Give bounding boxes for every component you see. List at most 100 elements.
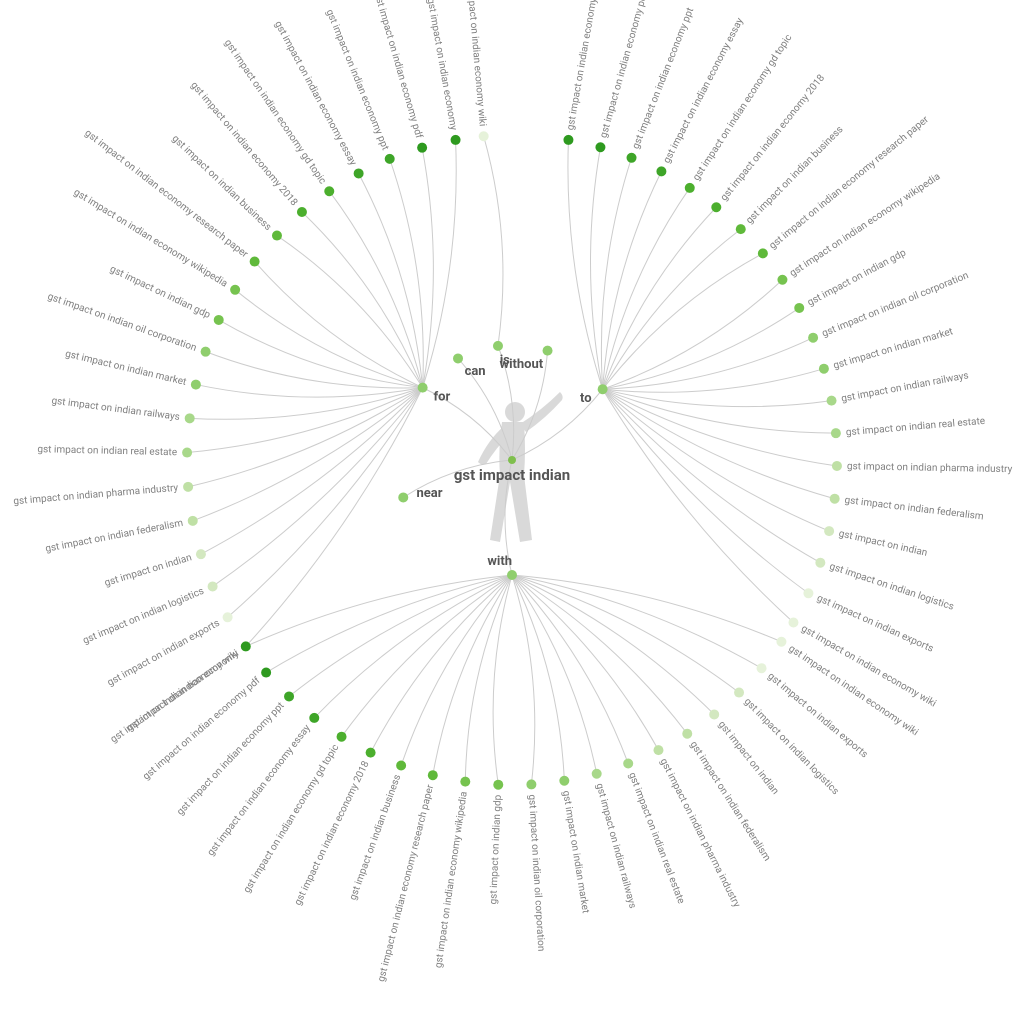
leaf-label-to: gst impact on indian economy 2018 [719,72,828,203]
leaf-label-group-for: gst impact on indian economy wikipedia [72,187,230,290]
link-for-leaf [213,388,423,587]
leaf-node-to [808,333,818,343]
leaf-label-with: gst impact on indian economy essay [206,723,314,859]
link-to-leaf [603,389,830,531]
leaf-label-group-to: gst impact on indian railways [840,370,969,404]
leaf-label-for: gst impact on indian economy 2018 [188,80,299,209]
leaf-node-is [479,131,489,141]
leaf-node-to [711,202,721,212]
leaf-label-group-with: gst impact on indian railways [594,782,638,910]
leaf-label-with: gst impact on indian market [560,790,591,914]
center-label: gst impact indian [454,466,570,484]
leaf-node-for [417,143,427,153]
leaf-label-group-to: gst impact on indian economy 2018 [719,72,828,203]
link-with-leaf [512,575,762,668]
link-for-leaf [423,140,457,388]
leaf-node-to [595,142,605,152]
leaf-node-with [653,745,663,755]
leaf-node-for [451,135,461,145]
leaf-label-to: gst impact on indian federalism [844,494,985,523]
leaf-label-to: gst impact on indian real estate [845,416,985,438]
leaf-node-to [627,153,637,163]
leaf-label-for: gst impact on indian federalism [44,517,184,555]
leaf-label-group-to: gst impact on indian pharma industry [847,461,1013,475]
leaf-node-with [559,776,569,786]
leaf-node-with [623,759,633,769]
link-with-leaf [512,575,628,764]
leaf-label-group-to: gst impact on indian economy gd topic [691,33,794,183]
leaf-label-with: gst impact on indian economy gd topic [242,743,342,895]
leaf-label-for: gst impact on indian economy wikipedia [72,187,230,290]
leaf-node-with [757,663,767,673]
leaf-label-to: gst impact on indian economy wikipedia [788,171,942,279]
center-node [508,456,516,464]
link-with-leaf [512,575,658,750]
leaf-label-group-for: gst impact on indian economy 2018 [188,80,299,209]
leaf-node-to [831,428,841,438]
link-for-leaf [201,388,423,555]
leaf-label-for: gst impact on indian business [170,133,274,233]
link-with-leaf [512,575,535,784]
link-for-leaf [359,173,423,387]
link-with-leaf [512,575,687,734]
leaf-node-for [208,581,218,591]
link-to-leaf [603,369,824,393]
leaf-label-with: gst impact on indian logistics [742,696,841,797]
leaf-label-group-with: gst impact on indian economy essay [206,723,314,859]
leaf-node-to [736,224,746,234]
branch-label-to: to [580,391,592,406]
branch-label-near: near [417,486,443,501]
link-to-leaf [603,389,836,433]
leaf-node-with [428,770,438,780]
radial-suggestion-diagram: gst impact indianisgst impact on indian … [0,0,1024,1024]
leaf-node-for [354,168,364,178]
link-is-leaf [484,136,503,346]
leaf-label-group-for: gst impact on indian [103,552,193,589]
branch-node-can [453,353,463,363]
link-for-leaf [196,385,423,398]
leaf-node-for [385,154,395,164]
leaf-node-with [396,761,406,771]
link-with-leaf [512,575,781,642]
link-to-leaf [603,389,794,622]
leaf-label-group-to: gst impact on indian market [832,326,954,371]
leaf-label-group-to: gst impact on indian [838,528,929,559]
link-to-leaf [603,171,662,389]
leaf-label-with: gst impact on indian economy wikipedia [433,791,470,969]
leaf-label-to: gst impact on indian economy gd topic [691,33,794,183]
leaf-node-for [182,448,192,458]
leaf-label-with: gst impact on indian economy ppt [175,700,287,817]
link-to-leaf [603,229,741,389]
leaf-node-for [196,549,206,559]
leaf-node-to [803,588,813,598]
leaf-node-with [309,713,319,723]
link-for-leaf [422,148,433,388]
leaf-label-group-to: gst impact on indian real estate [845,416,985,438]
link-to-leaf [603,338,813,389]
leaf-label-for: gst impact on indian real estate [37,444,177,458]
leaf-node-with [526,779,536,789]
link-with-leaf [314,575,512,718]
leaf-label-to: gst impact on indian market [832,326,954,371]
leaf-node-for [183,482,193,492]
link-with-leaf [433,575,512,775]
leaf-node-for [272,231,282,241]
leaf-node-with [337,732,347,742]
branch-node-without [543,346,553,356]
link-to-leaf [603,308,800,389]
leaf-node-for [185,413,195,423]
leaf-label-group-with: gst impact on indian logistics [742,696,841,797]
leaf-node-to [830,494,840,504]
leaf-label-with: gst impact on indian economy pdf [140,674,263,782]
leaf-label-group-with: gst impact on indian economy wikipedia [433,791,470,969]
branch-label-with: with [487,554,512,569]
branch-label-for: for [434,389,451,404]
leaf-label-group-for: gst impact on indian economy [425,0,459,131]
leaf-node-for [188,516,198,526]
leaf-label-for: gst impact on indian market [64,349,187,389]
leaf-label-group-with: gst impact on indian gdp [488,794,504,905]
leaf-node-for [214,315,224,325]
leaf-node-with [592,769,602,779]
leaf-node-with [493,780,503,790]
leaf-label-with: gst impact on indian oil corporation [526,794,546,952]
